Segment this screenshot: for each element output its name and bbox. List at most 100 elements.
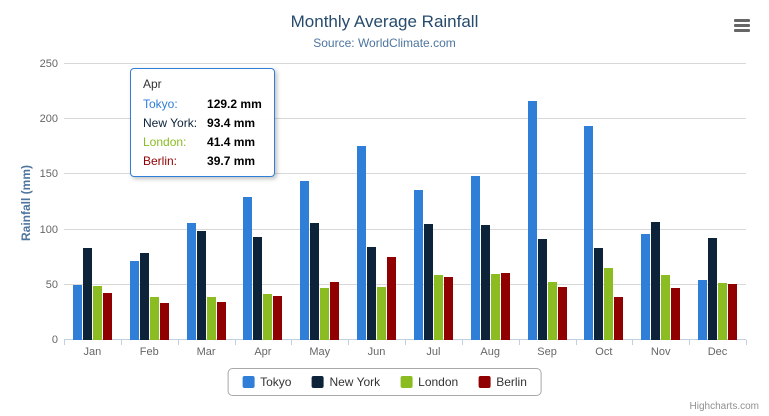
- bar-london-mar[interactable]: [206, 296, 216, 340]
- y-tick-label: 0: [51, 334, 58, 346]
- tooltip-series-name: Berlin:: [143, 154, 178, 168]
- x-axis-tick: [689, 340, 691, 345]
- bar-group-mar: [178, 64, 235, 340]
- bar-new-york-mar[interactable]: [196, 231, 206, 340]
- legend-item-new-york[interactable]: New York: [311, 375, 380, 389]
- chart-title: Monthly Average Rainfall: [290, 12, 479, 31]
- bar-london-feb[interactable]: [149, 297, 159, 340]
- bar-london-dec[interactable]: [718, 283, 728, 340]
- bar-tokyo-aug[interactable]: [470, 176, 480, 340]
- bar-new-york-jul[interactable]: [423, 224, 433, 340]
- credits-link[interactable]: Highcharts.com: [689, 401, 759, 412]
- bar-new-york-aug[interactable]: [480, 224, 490, 340]
- bar-tokyo-jan[interactable]: [72, 284, 82, 340]
- bar-london-jun[interactable]: [377, 286, 387, 340]
- bar-groups: [64, 64, 746, 340]
- legend-item-berlin[interactable]: Berlin: [478, 375, 527, 389]
- bar-berlin-feb[interactable]: [159, 303, 169, 340]
- x-axis-line: [64, 339, 746, 340]
- bar-new-york-oct[interactable]: [594, 247, 604, 340]
- bar-london-aug[interactable]: [490, 274, 500, 340]
- bar-new-york-sep[interactable]: [537, 239, 547, 340]
- tooltip-series-value: 41.4 mm: [207, 135, 256, 149]
- bar-new-york-may[interactable]: [310, 222, 320, 340]
- bar-london-jul[interactable]: [433, 274, 443, 340]
- x-tick-label-nov: Nov: [650, 346, 671, 358]
- bar-tokyo-feb[interactable]: [129, 261, 139, 340]
- x-tick-label-mar: Mar: [196, 346, 216, 358]
- bar-tokyo-may[interactable]: [300, 181, 310, 340]
- bar-london-apr[interactable]: [263, 294, 273, 340]
- bar-tokyo-sep[interactable]: [527, 101, 537, 340]
- bar-tokyo-jul[interactable]: [413, 190, 423, 340]
- legend-symbol: [400, 376, 413, 388]
- bar-berlin-oct[interactable]: [614, 296, 624, 340]
- bar-tokyo-apr[interactable]: [243, 197, 253, 340]
- legend-item-london[interactable]: London: [400, 375, 458, 389]
- bar-berlin-mar[interactable]: [216, 301, 226, 340]
- bar-berlin-aug[interactable]: [500, 273, 510, 340]
- bar-group-jan: [64, 64, 121, 340]
- x-tick-label-apr: Apr: [254, 346, 272, 358]
- bar-berlin-dec[interactable]: [728, 283, 738, 340]
- legend-label: Tokyo: [260, 375, 292, 389]
- bar-group-may: [291, 64, 348, 340]
- bar-london-nov[interactable]: [661, 274, 671, 340]
- legend-symbol: [478, 376, 491, 388]
- bar-berlin-jun[interactable]: [387, 256, 397, 340]
- gridline: [64, 173, 746, 175]
- bar-tokyo-jun[interactable]: [357, 145, 367, 340]
- x-tick-label-oct: Oct: [595, 346, 613, 358]
- x-axis-tick: [348, 340, 350, 345]
- bar-group-jun: [348, 64, 405, 340]
- bar-berlin-apr[interactable]: [273, 296, 283, 340]
- y-tick-label: 150: [39, 168, 58, 181]
- y-tick-label: 100: [39, 223, 58, 236]
- bar-new-york-feb[interactable]: [139, 253, 149, 340]
- x-tick-label-feb: Feb: [139, 346, 159, 358]
- tooltip: Apr Tokyo: 129.2 mm New York: 93.4 mm London…: [130, 68, 275, 177]
- bar-berlin-may[interactable]: [330, 281, 340, 340]
- hamburger-icon: [734, 18, 750, 32]
- bar-group-dec: [689, 64, 746, 340]
- y-tick-label: 250: [39, 58, 58, 70]
- gridline: [64, 118, 746, 120]
- bar-new-york-dec[interactable]: [708, 238, 718, 340]
- x-axis-tick: [518, 340, 520, 345]
- tooltip-series-value: 93.4 mm: [207, 116, 256, 130]
- gridline: [64, 228, 746, 230]
- bar-new-york-jan[interactable]: [82, 247, 92, 340]
- bar-tokyo-nov[interactable]: [641, 234, 651, 340]
- bar-london-oct[interactable]: [604, 268, 614, 340]
- bar-group-aug: [462, 64, 519, 340]
- bar-berlin-sep[interactable]: [557, 287, 567, 340]
- x-tick-label-jan: Jan: [83, 346, 102, 358]
- legend-label: New York: [329, 375, 381, 389]
- x-axis-labels: Jan Feb Mar Apr May Jun Jul Aug Sep Oct Nov Dec: [64, 346, 746, 358]
- gridline: [64, 63, 746, 64]
- y-axis-labels: 0 50 100 150 200 250: [20, 58, 58, 346]
- bar-group-jul: [405, 64, 462, 340]
- bar-tokyo-dec[interactable]: [698, 279, 708, 340]
- export-menu-button[interactable]: [729, 14, 755, 36]
- bar-london-may[interactable]: [320, 288, 330, 340]
- bar-berlin-jul[interactable]: [443, 276, 453, 340]
- bar-tokyo-oct[interactable]: [584, 125, 594, 340]
- bar-new-york-apr[interactable]: [253, 236, 263, 340]
- bar-london-jan[interactable]: [92, 286, 102, 340]
- bar-berlin-jan[interactable]: [102, 293, 112, 340]
- bar-group-apr: [234, 64, 291, 340]
- bar-london-sep[interactable]: [547, 282, 557, 340]
- legend-item-tokyo[interactable]: Tokyo: [242, 375, 291, 389]
- x-axis-tick: [291, 340, 293, 345]
- x-tick-label-may: May: [309, 346, 331, 358]
- bar-new-york-jun[interactable]: [367, 246, 377, 340]
- bar-new-york-nov[interactable]: [651, 222, 661, 340]
- legend-symbol: [311, 376, 324, 388]
- bar-berlin-nov[interactable]: [671, 288, 681, 340]
- legend-label: Berlin: [496, 375, 527, 389]
- x-axis-tick: [746, 340, 747, 345]
- bar-tokyo-mar[interactable]: [186, 222, 196, 340]
- bar-group-sep: [519, 64, 576, 340]
